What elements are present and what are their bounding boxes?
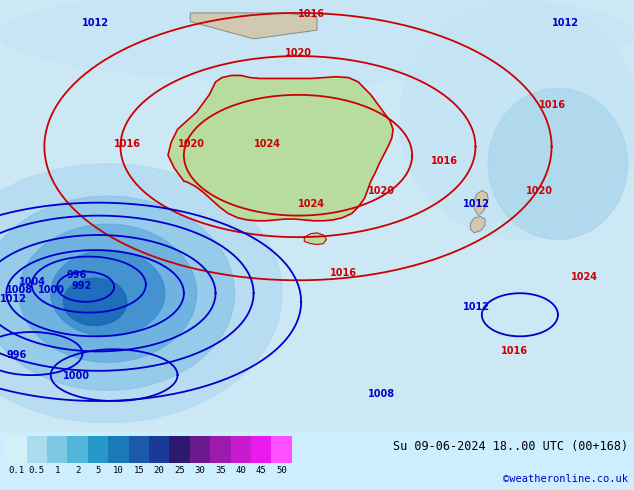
Bar <box>6 436 27 463</box>
Text: 1012: 1012 <box>552 18 579 28</box>
Ellipse shape <box>51 250 165 336</box>
Text: 1012: 1012 <box>463 302 490 313</box>
Ellipse shape <box>399 2 634 239</box>
Text: 1016: 1016 <box>298 9 325 19</box>
Text: 1004: 1004 <box>19 276 46 287</box>
Bar <box>169 436 190 463</box>
Text: 25: 25 <box>174 466 185 475</box>
Text: 1000: 1000 <box>38 285 65 295</box>
Text: 1024: 1024 <box>571 272 598 282</box>
Text: 10: 10 <box>113 466 124 475</box>
Ellipse shape <box>19 224 197 362</box>
Text: 1024: 1024 <box>254 139 281 148</box>
Text: 45: 45 <box>256 466 266 475</box>
Text: 1000: 1000 <box>63 371 91 381</box>
Polygon shape <box>470 217 485 233</box>
Text: 992: 992 <box>71 281 91 291</box>
Polygon shape <box>168 75 393 221</box>
Polygon shape <box>304 233 327 245</box>
Ellipse shape <box>0 0 634 82</box>
Text: 1008: 1008 <box>368 389 395 399</box>
Text: 30: 30 <box>195 466 205 475</box>
Text: 1016: 1016 <box>330 268 357 278</box>
Text: 1020: 1020 <box>178 139 205 148</box>
Text: 1016: 1016 <box>114 139 141 148</box>
Bar <box>149 436 169 463</box>
Bar <box>88 436 108 463</box>
Text: 1024: 1024 <box>298 199 325 209</box>
Text: 996: 996 <box>6 350 27 360</box>
Bar <box>129 436 149 463</box>
Text: 1016: 1016 <box>539 100 566 110</box>
Text: 1020: 1020 <box>368 186 395 196</box>
Text: Su 09-06-2024 18..00 UTC (00+168): Su 09-06-2024 18..00 UTC (00+168) <box>392 440 628 453</box>
Text: 40: 40 <box>235 466 246 475</box>
Bar <box>210 436 231 463</box>
Bar <box>27 436 47 463</box>
Text: 1012: 1012 <box>82 18 110 28</box>
Text: 2: 2 <box>75 466 81 475</box>
Text: 35: 35 <box>215 466 226 475</box>
Bar <box>67 436 88 463</box>
Text: 1012: 1012 <box>0 294 27 304</box>
Text: 1008: 1008 <box>6 285 34 295</box>
Polygon shape <box>190 13 317 39</box>
Bar <box>47 436 67 463</box>
Bar <box>108 436 129 463</box>
Text: 0.1: 0.1 <box>8 466 25 475</box>
Text: 1: 1 <box>55 466 60 475</box>
Ellipse shape <box>63 278 127 325</box>
Ellipse shape <box>488 88 628 239</box>
Bar <box>231 436 251 463</box>
Text: 15: 15 <box>133 466 144 475</box>
Text: 996: 996 <box>67 270 87 280</box>
Text: 50: 50 <box>276 466 287 475</box>
Ellipse shape <box>0 196 235 390</box>
Text: 1016: 1016 <box>501 345 528 356</box>
Bar <box>271 436 292 463</box>
Ellipse shape <box>0 164 282 422</box>
Text: 1016: 1016 <box>431 156 458 166</box>
Bar <box>251 436 271 463</box>
Bar <box>190 436 210 463</box>
Text: Precipitation (6h) [mm] ECMWF: Precipitation (6h) [mm] ECMWF <box>6 440 213 453</box>
Text: ©weatheronline.co.uk: ©weatheronline.co.uk <box>503 474 628 484</box>
Text: 1020: 1020 <box>526 186 553 196</box>
Polygon shape <box>474 191 488 216</box>
Text: 1012: 1012 <box>463 199 490 209</box>
Text: 20: 20 <box>154 466 165 475</box>
Text: 5: 5 <box>95 466 101 475</box>
Text: 1020: 1020 <box>285 48 311 58</box>
Text: 0.5: 0.5 <box>29 466 45 475</box>
